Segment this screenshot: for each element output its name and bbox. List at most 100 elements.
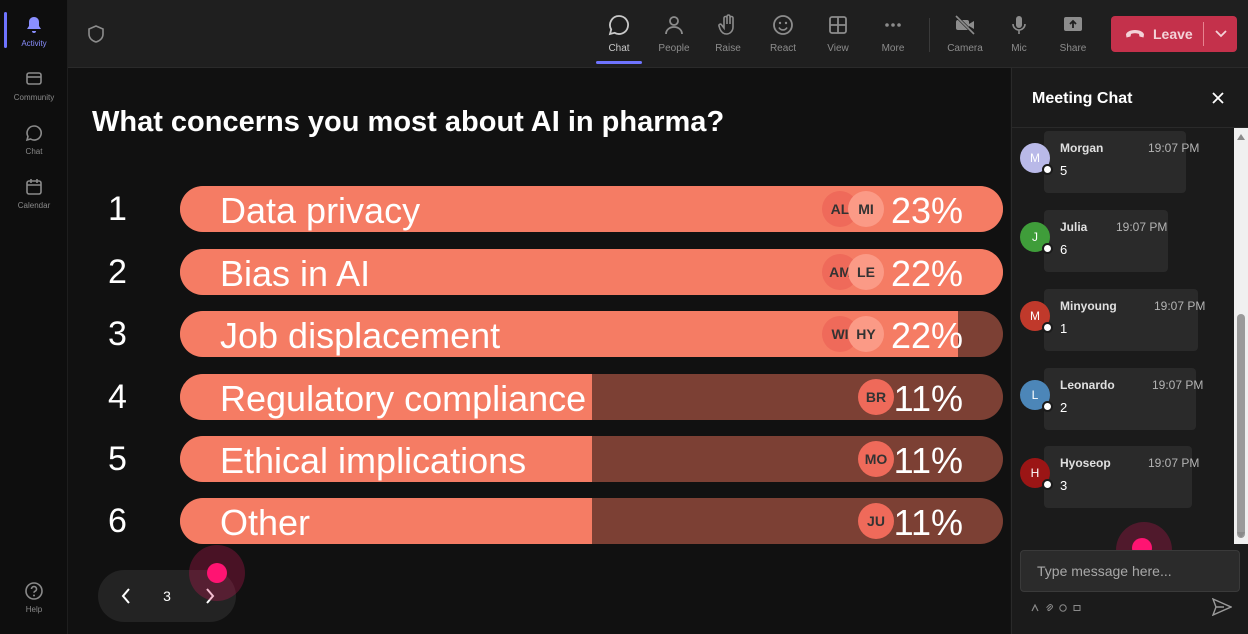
chat-scrollbar[interactable] — [1234, 128, 1248, 544]
chat-icon — [23, 122, 45, 144]
chat-timestamp: 19:07 PM — [1148, 456, 1200, 470]
avatar[interactable]: M — [1020, 143, 1053, 175]
leave-main-button[interactable]: Leave — [1111, 16, 1203, 52]
toolbar-button-label: More — [881, 43, 905, 54]
leave-button[interactable]: Leave — [1111, 16, 1237, 52]
rail-item-label: Activity — [21, 39, 47, 48]
voter-avatar: MO — [858, 441, 894, 477]
poll-option-rank: 4 — [108, 378, 127, 416]
chat-timestamp: 19:07 PM — [1116, 220, 1168, 234]
poll-option-bar: Job displacement WI HY 22% — [180, 311, 1003, 357]
avatar[interactable]: H — [1020, 458, 1053, 490]
avatar-initial: J — [1032, 230, 1038, 244]
camera-off-icon — [952, 12, 978, 38]
rail-item-community[interactable]: Community — [0, 60, 68, 112]
avatar-initial: M — [1030, 151, 1040, 165]
compose-toolbar — [1030, 603, 1082, 613]
chevron-right-icon[interactable] — [200, 586, 220, 606]
rail-item-activity[interactable]: Activity — [0, 6, 68, 58]
avatar[interactable]: M — [1020, 301, 1053, 333]
toolbar-share-button[interactable]: Share — [1045, 8, 1101, 62]
poll-option-bar: Data privacy AL MI 23% — [180, 186, 1003, 232]
send-icon[interactable] — [1211, 597, 1234, 618]
toolbar-chat-button[interactable]: Chat — [591, 8, 647, 64]
poll-option-label: Bias in AI — [220, 253, 371, 294]
chat-bubble: Minyoung 19:07 PM 1 — [1044, 289, 1205, 351]
avatar[interactable]: J — [1020, 222, 1053, 254]
voter-avatar: LE — [848, 254, 884, 290]
poll-option-percent: 11% — [893, 378, 963, 419]
toolbar-button-label: Mic — [1011, 43, 1027, 54]
voter-avatar: MI — [848, 191, 884, 227]
poll-stage: What concerns you most about AI in pharm… — [68, 68, 1010, 634]
scroll-up-icon[interactable] — [1236, 132, 1246, 142]
rail-item-chat[interactable]: Chat — [0, 114, 68, 166]
chat-message-text: 1 — [1060, 321, 1068, 336]
poll-option-bar: Bias in AI AM LE 22% — [180, 249, 1003, 295]
presence-status-icon — [1042, 322, 1053, 333]
avatar[interactable]: L — [1020, 380, 1053, 412]
toolbar-button-label: View — [827, 43, 849, 54]
chat-bubble: Leonardo 19:07 PM 2 — [1044, 368, 1203, 430]
toolbar-people-button[interactable]: People — [646, 8, 702, 62]
help-icon — [23, 580, 45, 602]
poll-question: What concerns you most about AI in pharm… — [92, 106, 725, 138]
poll-option-bar: Ethical implications MO 11% — [180, 436, 1003, 482]
poll-option-bar: Other JU 11% — [180, 498, 1003, 544]
rail-item-help[interactable]: Help — [0, 572, 68, 624]
toolbar-more-button[interactable]: More — [865, 8, 921, 62]
presence-status-icon — [1042, 243, 1053, 254]
poll-option-row: 2 Bias in AI AM LE 22% — [92, 249, 1003, 295]
chat-message-text: 5 — [1060, 163, 1068, 178]
toolbar-button-label: Chat — [608, 43, 630, 54]
chat-message: Hyoseop 19:07 PM 3 H — [1020, 446, 1230, 508]
emoji-icon[interactable] — [1058, 603, 1068, 613]
scrollbar-thumb[interactable] — [1237, 314, 1245, 538]
community-icon — [23, 68, 45, 90]
poll-option-bar-fill — [180, 436, 592, 482]
chat-message: Julia 19:07 PM 6 J — [1020, 210, 1230, 272]
attach-icon[interactable] — [1044, 603, 1054, 613]
poll-option-row: 3 Job displacement WI HY 22% — [92, 311, 1003, 357]
shield-icon[interactable] — [86, 24, 106, 44]
chat-bubble: Julia 19:07 PM 6 — [1044, 210, 1168, 272]
toolbar-button-label: Share — [1059, 43, 1087, 54]
poll-option-bar-fill — [180, 498, 592, 544]
chat-header-divider — [1012, 127, 1248, 128]
rail-item-label: Chat — [25, 147, 43, 156]
leave-separator — [1203, 22, 1204, 46]
scroll-down-icon[interactable] — [1236, 530, 1246, 540]
poll-option-label: Data privacy — [220, 190, 421, 231]
calendar-icon — [23, 176, 45, 198]
toolbar-mic-button[interactable]: Mic — [991, 8, 1047, 62]
chevron-left-icon[interactable] — [116, 586, 136, 606]
close-icon[interactable] — [1208, 88, 1228, 108]
chat-icon — [606, 12, 632, 38]
avatar-initial: M — [1030, 309, 1040, 323]
toolbar-raise-button[interactable]: Raise — [700, 8, 756, 62]
poll-option-row: 1 Data privacy AL MI 23% — [92, 186, 1003, 232]
avatar-initial: L — [1031, 388, 1039, 402]
toolbar-view-button[interactable]: View — [810, 8, 866, 62]
chat-message: Morgan 19:07 PM 5 M — [1020, 131, 1230, 193]
toolbar-react-button[interactable]: React — [755, 8, 811, 62]
gif-icon[interactable] — [1072, 603, 1082, 613]
poll-option-label: Job displacement — [220, 315, 501, 356]
chat-message: Minyoung 19:07 PM 1 M — [1020, 289, 1230, 351]
chat-message-text: 2 — [1060, 400, 1068, 415]
format-icon[interactable] — [1030, 603, 1040, 613]
chat-bubble: Morgan 19:07 PM 5 — [1044, 131, 1199, 193]
toolbar-button-label: Camera — [947, 43, 983, 54]
app-rail: Activity Community Chat Calendar Help — [0, 0, 68, 634]
poll-option-percent: 22% — [890, 315, 963, 356]
toolbar-camera-button[interactable]: Camera — [937, 8, 993, 62]
mic-icon — [1006, 12, 1032, 38]
chat-message-input[interactable]: Type message here... — [1020, 550, 1240, 592]
poll-option-percent: 22% — [890, 253, 963, 294]
chevron-down-icon — [1214, 25, 1227, 43]
rail-item-calendar[interactable]: Calendar — [0, 168, 68, 220]
chat-bubble: Hyoseop 19:07 PM 3 — [1044, 446, 1199, 508]
chat-timestamp: 19:07 PM — [1154, 299, 1206, 313]
leave-options-button[interactable] — [1204, 16, 1237, 52]
